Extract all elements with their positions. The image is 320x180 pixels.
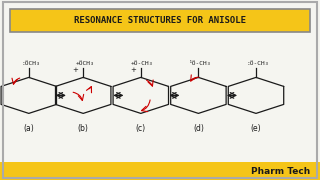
Text: (e): (e) xyxy=(251,124,261,133)
Text: +ÖCH₃: +ÖCH₃ xyxy=(76,61,94,66)
FancyBboxPatch shape xyxy=(10,9,310,32)
Text: (d): (d) xyxy=(193,124,204,133)
Text: RESONANCE STRUCTURES FOR ANISOLE: RESONANCE STRUCTURES FOR ANISOLE xyxy=(74,16,246,25)
Text: :Ö-CH₃: :Ö-CH₃ xyxy=(246,61,269,66)
Text: (b): (b) xyxy=(78,124,89,133)
Text: Pharm Tech: Pharm Tech xyxy=(251,166,310,176)
Text: (c): (c) xyxy=(136,124,146,133)
Text: ¹Ö-CH₃: ¹Ö-CH₃ xyxy=(189,61,211,66)
Text: +: + xyxy=(130,67,136,73)
Text: +: + xyxy=(72,67,78,73)
FancyBboxPatch shape xyxy=(0,162,320,180)
Text: +Ö-CH₃: +Ö-CH₃ xyxy=(131,61,154,66)
Text: (a): (a) xyxy=(23,124,34,133)
Text: :ÖCH₃: :ÖCH₃ xyxy=(21,61,40,66)
